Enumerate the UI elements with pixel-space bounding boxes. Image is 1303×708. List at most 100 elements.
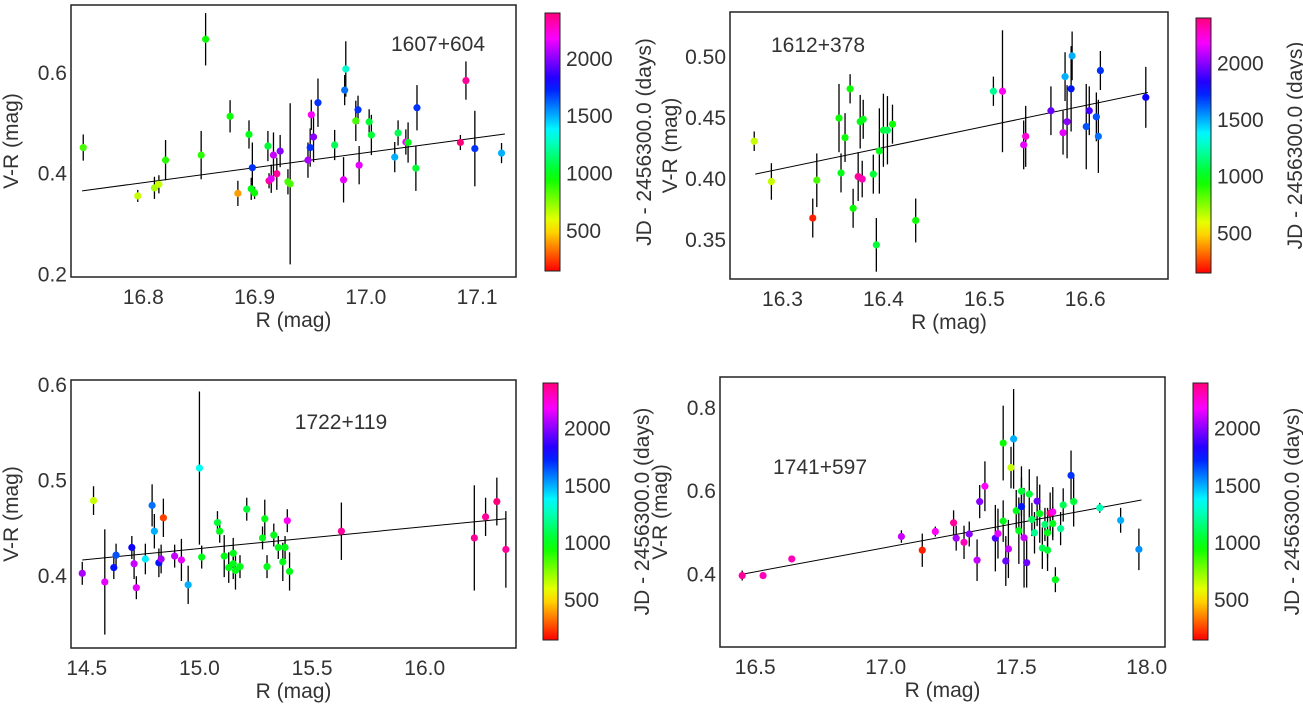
colorbar-tick-label: 1000 xyxy=(564,532,611,555)
data-point xyxy=(1096,504,1104,512)
data-point xyxy=(897,532,905,541)
data-point xyxy=(354,106,362,114)
colorbar-tick-label: 1000 xyxy=(566,163,613,186)
axes-frame xyxy=(719,376,1166,648)
data-point xyxy=(1017,503,1026,511)
colorbar-tick-label: 2000 xyxy=(1214,418,1261,441)
data-point xyxy=(846,85,854,93)
x-tick-label: 17.0 xyxy=(865,656,906,679)
data-point xyxy=(155,180,163,188)
panel-1612+378: 16.3 16.4 16.5 16.6 0.35 0.40 0.45 0.50 R (mag) V… xyxy=(659,11,1303,334)
colorbar-tick-label: 1500 xyxy=(564,475,611,498)
data-point xyxy=(931,527,939,536)
y-tick-label: 0.4 xyxy=(38,163,68,186)
x-tick-label: 15.0 xyxy=(179,657,220,680)
x-tick-label: 16.5 xyxy=(735,656,776,679)
x-tick-label: 16.8 xyxy=(123,286,164,309)
colorbar xyxy=(1195,17,1212,274)
data-point xyxy=(243,505,251,513)
data-point xyxy=(198,553,206,561)
data-point xyxy=(1117,516,1125,524)
data-point xyxy=(307,111,315,119)
data-point xyxy=(281,543,289,552)
data-point xyxy=(1135,545,1143,553)
data-point xyxy=(339,176,348,184)
data-point xyxy=(965,530,973,538)
data-point xyxy=(394,129,402,137)
data-point xyxy=(759,571,767,580)
data-point xyxy=(470,534,478,542)
data-point xyxy=(309,133,318,141)
data-point xyxy=(258,534,267,542)
data-point xyxy=(197,151,205,159)
data-point xyxy=(236,563,244,571)
colorbar-tick-label: 2000 xyxy=(566,48,613,71)
data-point xyxy=(150,527,158,535)
fit-line xyxy=(755,91,1148,175)
panel-title: 1612+378 xyxy=(771,34,865,57)
data-point xyxy=(226,112,234,120)
data-point xyxy=(949,519,958,527)
data-point xyxy=(89,497,98,505)
data-point xyxy=(1049,508,1057,516)
data-point xyxy=(132,584,140,592)
data-point xyxy=(502,545,510,554)
y-axis-label: V-R (mag) xyxy=(659,98,682,194)
data-point xyxy=(264,142,272,150)
data-point xyxy=(229,560,237,568)
data-point xyxy=(391,153,399,161)
y-tick-label: 0.40 xyxy=(685,168,726,191)
fit-line xyxy=(82,133,505,192)
data-point xyxy=(216,527,224,535)
x-tick-label: 17.1 xyxy=(457,286,498,309)
axes-frame xyxy=(70,4,517,278)
y-tick-label: 0.4 xyxy=(687,563,717,586)
data-point xyxy=(141,555,149,563)
x-tick-label: 14.5 xyxy=(66,657,107,680)
x-tick-label: 16.6 xyxy=(1065,288,1106,311)
y-tick-label: 0.2 xyxy=(38,263,67,286)
data-point xyxy=(750,137,758,145)
data-point xyxy=(148,501,156,509)
data-point xyxy=(404,138,412,147)
plot-area xyxy=(79,13,506,265)
data-point xyxy=(1049,520,1057,528)
data-point xyxy=(171,552,179,560)
data-point xyxy=(1061,73,1069,81)
colorbar-tick-label: 1500 xyxy=(1214,475,1261,498)
data-point xyxy=(331,141,339,149)
colorbar-tick-label: 500 xyxy=(564,589,599,612)
data-point xyxy=(279,558,287,566)
y-tick-label: 0.8 xyxy=(687,397,716,420)
colorbar-tick-label: 2000 xyxy=(564,418,611,441)
x-tick-label: 16.9 xyxy=(234,286,275,309)
data-point xyxy=(101,578,109,586)
data-point xyxy=(813,176,821,184)
data-point xyxy=(1070,498,1078,506)
data-point xyxy=(341,86,349,94)
data-point xyxy=(999,517,1007,525)
data-point xyxy=(888,120,897,128)
plot-area xyxy=(750,30,1150,272)
data-point xyxy=(1025,490,1033,498)
data-point xyxy=(157,555,165,563)
x-axis-label: R (mag) xyxy=(256,680,332,703)
x-tick-label: 16.3 xyxy=(762,288,803,311)
data-point xyxy=(412,164,420,172)
data-point xyxy=(1059,501,1067,509)
colorbar-tick-label: 500 xyxy=(566,220,601,243)
data-point xyxy=(283,517,291,525)
data-point xyxy=(1082,123,1090,131)
data-point xyxy=(989,87,998,95)
data-point xyxy=(245,130,253,139)
colorbar-tick-label: 2000 xyxy=(1217,52,1264,75)
data-point xyxy=(306,143,314,152)
data-point xyxy=(134,192,142,200)
colorbar xyxy=(542,382,559,641)
data-point xyxy=(413,104,421,112)
x-tick-label: 18.0 xyxy=(1126,656,1167,679)
x-axis-label: R (mag) xyxy=(905,679,981,702)
data-point xyxy=(202,35,210,43)
y-tick-label: 0.50 xyxy=(685,46,726,69)
